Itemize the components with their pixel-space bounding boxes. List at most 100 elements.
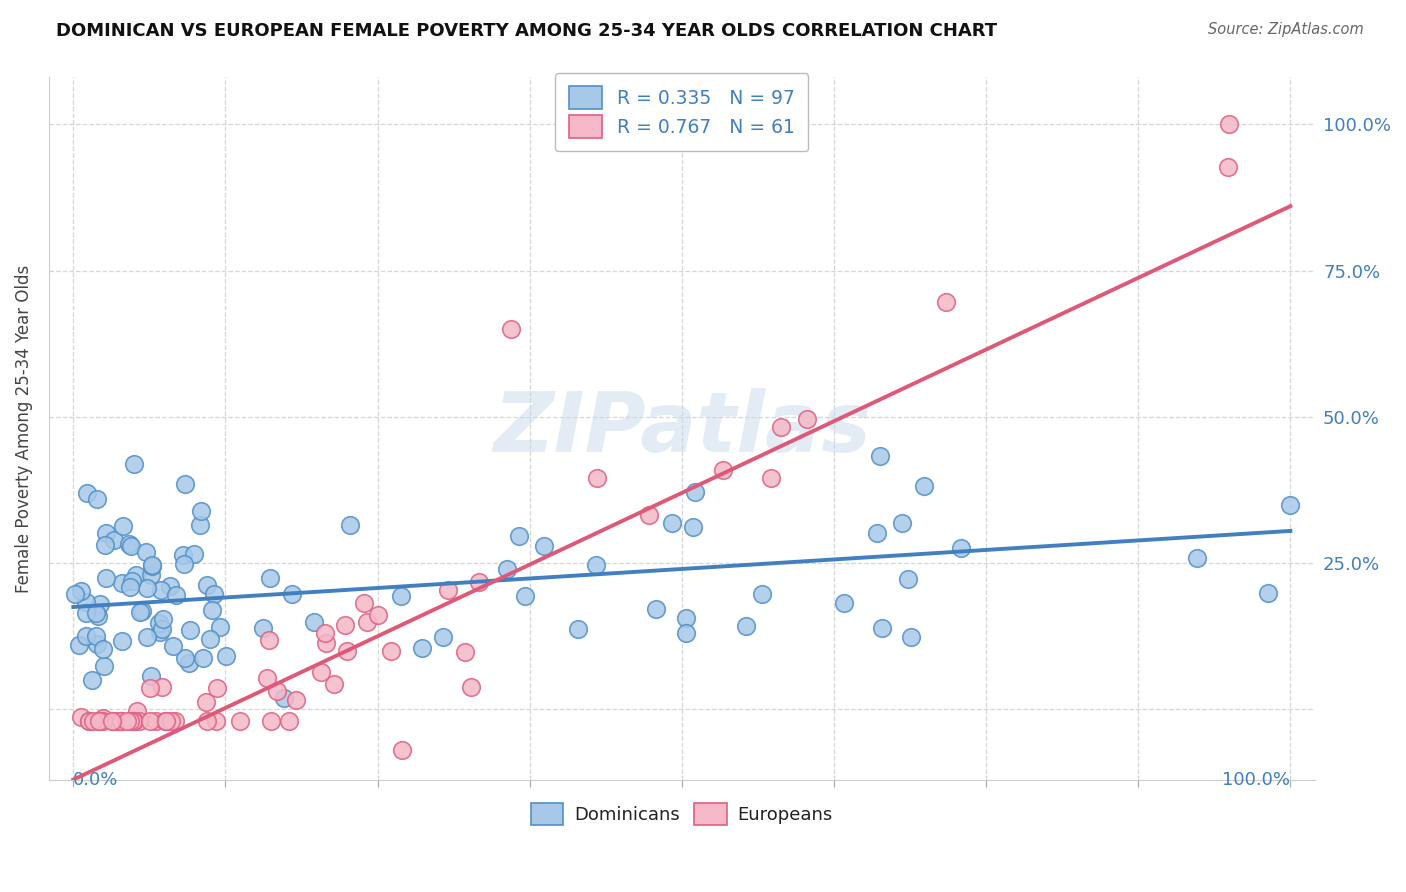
Point <box>190 504 212 518</box>
Point <box>367 607 389 622</box>
Point <box>70 709 93 723</box>
Point <box>163 714 186 728</box>
Point <box>832 596 855 610</box>
Point <box>912 479 935 493</box>
Point <box>259 571 281 585</box>
Point <box>195 714 218 728</box>
Point <box>759 471 782 485</box>
Point <box>195 578 218 592</box>
Point <box>129 605 152 619</box>
Point <box>101 714 124 728</box>
Point <box>111 634 134 648</box>
Point <box>121 574 143 588</box>
Point <box>155 714 177 728</box>
Point <box>111 576 134 591</box>
Point <box>120 539 142 553</box>
Point <box>284 692 307 706</box>
Point <box>356 615 378 629</box>
Point <box>866 525 889 540</box>
Point <box>661 516 683 530</box>
Point <box>67 638 90 652</box>
Point <box>76 486 98 500</box>
Point <box>110 714 132 728</box>
Point <box>586 471 609 485</box>
Point <box>897 572 920 586</box>
Point <box>309 665 332 680</box>
Point <box>139 681 162 696</box>
Point <box>135 581 157 595</box>
Point <box>86 637 108 651</box>
Point <box>501 322 523 336</box>
Point <box>751 587 773 601</box>
Point <box>93 659 115 673</box>
Point <box>91 711 114 725</box>
Point <box>322 677 344 691</box>
Point <box>869 450 891 464</box>
Point <box>122 714 145 728</box>
Point <box>150 583 173 598</box>
Point <box>508 528 530 542</box>
Point <box>89 597 111 611</box>
Text: DOMINICAN VS EUROPEAN FEMALE POVERTY AMONG 25-34 YEAR OLDS CORRELATION CHART: DOMINICAN VS EUROPEAN FEMALE POVERTY AMO… <box>56 22 997 40</box>
Point <box>159 579 181 593</box>
Point <box>935 295 957 310</box>
Point <box>900 630 922 644</box>
Point <box>1278 498 1301 512</box>
Point <box>454 645 477 659</box>
Point <box>93 642 115 657</box>
Point <box>533 539 555 553</box>
Point <box>122 714 145 728</box>
Point <box>215 648 238 663</box>
Point <box>411 640 433 655</box>
Text: Source: ZipAtlas.com: Source: ZipAtlas.com <box>1208 22 1364 37</box>
Point <box>124 568 146 582</box>
Point <box>138 714 160 728</box>
Point <box>675 625 697 640</box>
Point <box>80 673 103 688</box>
Point <box>204 587 226 601</box>
Point <box>89 714 111 728</box>
Point <box>432 630 454 644</box>
Point <box>75 606 97 620</box>
Point <box>437 582 460 597</box>
Point <box>122 457 145 471</box>
Point <box>160 714 183 728</box>
Point <box>177 656 200 670</box>
Point <box>380 644 402 658</box>
Point <box>89 714 111 728</box>
Point <box>201 603 224 617</box>
Point <box>682 520 704 534</box>
Point <box>148 615 170 630</box>
Text: 0.0%: 0.0% <box>73 771 118 789</box>
Point <box>94 525 117 540</box>
Y-axis label: Female Poverty Among 25-34 Year Olds: Female Poverty Among 25-34 Year Olds <box>15 264 32 592</box>
Point <box>141 559 163 574</box>
Point <box>77 714 100 728</box>
Point <box>208 620 231 634</box>
Point <box>149 624 172 639</box>
Point <box>139 568 162 582</box>
Point <box>638 508 661 522</box>
Point <box>281 586 304 600</box>
Point <box>734 619 756 633</box>
Point <box>188 517 211 532</box>
Point <box>273 690 295 705</box>
Point <box>135 630 157 644</box>
Point <box>191 651 214 665</box>
Point <box>118 537 141 551</box>
Point <box>389 590 412 604</box>
Point <box>567 622 589 636</box>
Point <box>93 714 115 728</box>
Point <box>173 557 195 571</box>
Point <box>950 541 973 555</box>
Point <box>1218 117 1240 131</box>
Point <box>86 491 108 506</box>
Point <box>141 558 163 572</box>
Point <box>770 419 793 434</box>
Point <box>139 669 162 683</box>
Point <box>75 595 97 609</box>
Point <box>115 714 138 728</box>
Point <box>94 538 117 552</box>
Point <box>314 625 336 640</box>
Point <box>252 622 274 636</box>
